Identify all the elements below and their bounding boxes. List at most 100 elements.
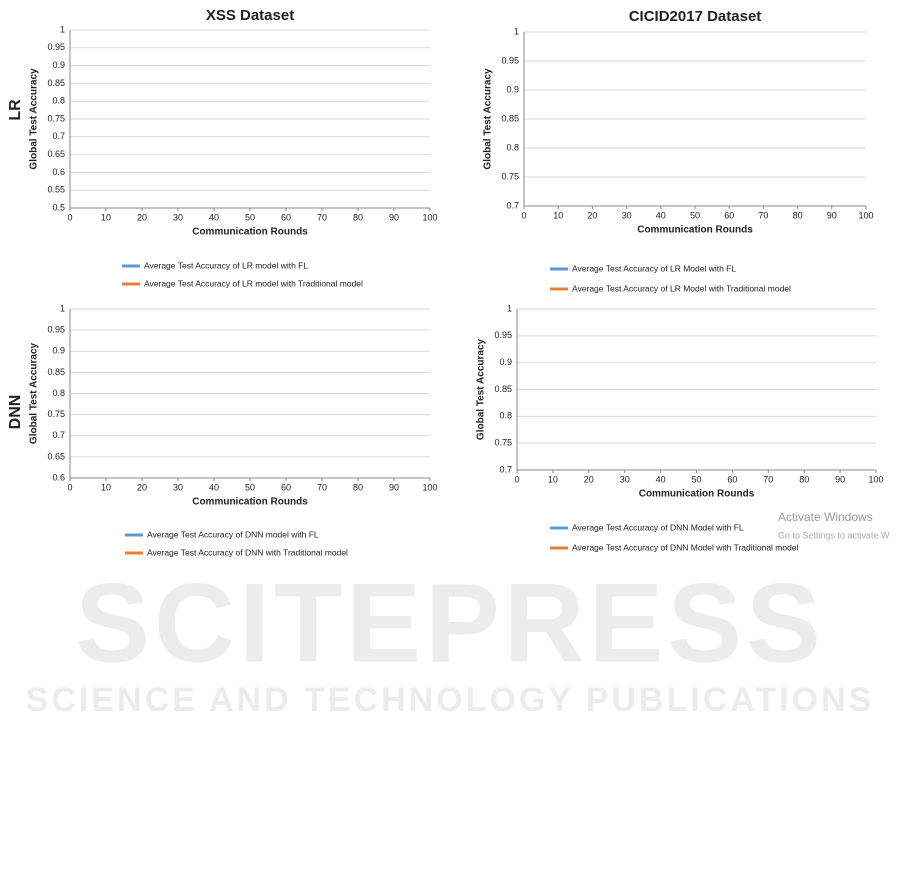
x-tick-label: 50 <box>690 210 700 220</box>
x-tick-label: 30 <box>173 212 183 222</box>
y-tick-label: 1 <box>514 26 519 36</box>
watermark-subtitle: SCIENCE AND TECHNOLOGY PUBLICATIONS <box>26 681 875 719</box>
x-tick-label: 10 <box>101 482 111 492</box>
y-tick-label: 0.8 <box>52 388 65 398</box>
watermark-title: SCITEPRESS <box>75 561 825 686</box>
y-tick-label: 0.7 <box>499 464 512 474</box>
x-tick-label: 60 <box>724 210 734 220</box>
y-tick-label: 1 <box>60 24 65 34</box>
y-tick-label: 0.85 <box>501 113 519 123</box>
x-tick-label: 100 <box>422 212 437 222</box>
x-tick-label: 0 <box>67 482 72 492</box>
y-axis-label: Global Test Accuracy <box>483 68 494 170</box>
legend-label: Average Test Accuracy of LR Model with T… <box>572 283 791 293</box>
y-axis-label: Global Test Accuracy <box>476 338 487 440</box>
overlay-title: Activate Windows <box>778 510 873 524</box>
x-tick-label: 60 <box>281 482 291 492</box>
y-tick-label: 0.55 <box>47 185 65 195</box>
y-tick-label: 0.5 <box>52 202 65 212</box>
y-tick-label: 0.7 <box>52 430 65 440</box>
x-tick-label: 60 <box>281 212 291 222</box>
x-tick-label: 30 <box>620 474 630 484</box>
x-tick-label: 20 <box>584 474 594 484</box>
x-tick-label: 40 <box>209 212 219 222</box>
x-axis-label: Communication Rounds <box>637 225 753 236</box>
y-tick-label: 0.85 <box>494 384 512 394</box>
y-tick-label: 0.6 <box>52 472 65 482</box>
x-tick-label: 50 <box>245 482 255 492</box>
x-tick-label: 70 <box>317 212 327 222</box>
y-tick-label: 0.95 <box>47 42 65 52</box>
y-tick-label: 0.6 <box>52 167 65 177</box>
x-tick-label: 0 <box>514 474 519 484</box>
y-tick-label: 0.75 <box>47 409 65 419</box>
y-tick-label: 0.8 <box>499 411 512 421</box>
legend-label: Average Test Accuracy of DNN Model with … <box>572 542 799 552</box>
x-tick-label: 90 <box>389 212 399 222</box>
x-tick-label: 90 <box>389 482 399 492</box>
y-axis-label: Global Test Accuracy <box>29 68 40 170</box>
x-axis-label: Communication Rounds <box>192 227 308 238</box>
y-tick-label: 1 <box>60 303 65 313</box>
x-tick-label: 40 <box>656 474 666 484</box>
x-tick-label: 100 <box>858 210 873 220</box>
x-tick-label: 20 <box>137 212 147 222</box>
y-tick-label: 1 <box>507 303 512 313</box>
legend-label: Average Test Accuracy of LR model with F… <box>144 260 308 270</box>
y-tick-label: 0.75 <box>47 113 65 123</box>
x-tick-label: 10 <box>553 210 563 220</box>
y-tick-label: 0.95 <box>501 55 519 65</box>
x-tick-label: 0 <box>67 212 72 222</box>
y-tick-label: 0.85 <box>47 78 65 88</box>
x-tick-label: 100 <box>868 474 883 484</box>
x-tick-label: 80 <box>799 474 809 484</box>
y-tick-label: 0.65 <box>47 149 65 159</box>
x-tick-label: 40 <box>656 210 666 220</box>
x-tick-label: 80 <box>353 212 363 222</box>
y-tick-label: 0.95 <box>494 330 512 340</box>
x-tick-label: 70 <box>763 474 773 484</box>
y-tick-label: 0.9 <box>506 84 519 94</box>
x-tick-label: 10 <box>548 474 558 484</box>
legend-label: Average Test Accuracy of LR Model with F… <box>572 263 736 273</box>
y-tick-label: 0.9 <box>52 60 65 70</box>
x-tick-label: 50 <box>245 212 255 222</box>
y-tick-label: 0.85 <box>47 367 65 377</box>
y-tick-label: 0.9 <box>499 357 512 367</box>
y-tick-label: 0.8 <box>506 142 519 152</box>
x-tick-label: 30 <box>173 482 183 492</box>
legend-label: Average Test Accuracy of LR model with T… <box>144 278 363 288</box>
x-tick-label: 90 <box>827 210 837 220</box>
y-tick-label: 0.75 <box>494 438 512 448</box>
x-tick-label: 50 <box>691 474 701 484</box>
legend-label: Average Test Accuracy of DNN Model with … <box>572 522 744 532</box>
x-tick-label: 80 <box>793 210 803 220</box>
row-label: DNN <box>7 395 24 430</box>
x-tick-label: 20 <box>587 210 597 220</box>
x-tick-label: 70 <box>317 482 327 492</box>
x-tick-label: 70 <box>758 210 768 220</box>
x-axis-label: Communication Rounds <box>639 489 755 500</box>
row-label: LR <box>7 99 24 121</box>
x-tick-label: 100 <box>422 482 437 492</box>
y-axis-label: Global Test Accuracy <box>29 342 40 444</box>
legend-label: Average Test Accuracy of DNN model with … <box>147 529 319 539</box>
x-tick-label: 20 <box>137 482 147 492</box>
chart-title: XSS Dataset <box>206 7 294 24</box>
x-tick-label: 0 <box>521 210 526 220</box>
x-tick-label: 10 <box>101 212 111 222</box>
x-tick-label: 80 <box>353 482 363 492</box>
y-tick-label: 0.7 <box>52 131 65 141</box>
x-tick-label: 30 <box>622 210 632 220</box>
x-tick-label: 40 <box>209 482 219 492</box>
y-tick-label: 0.8 <box>52 96 65 106</box>
x-tick-label: 60 <box>727 474 737 484</box>
chart-title: CICID2017 Dataset <box>629 8 762 25</box>
x-tick-label: 90 <box>835 474 845 484</box>
legend-label: Average Test Accuracy of DNN with Tradit… <box>147 547 348 557</box>
y-tick-label: 0.9 <box>52 346 65 356</box>
y-tick-label: 0.7 <box>506 200 519 210</box>
y-tick-label: 0.95 <box>47 325 65 335</box>
y-tick-label: 0.75 <box>501 171 519 181</box>
